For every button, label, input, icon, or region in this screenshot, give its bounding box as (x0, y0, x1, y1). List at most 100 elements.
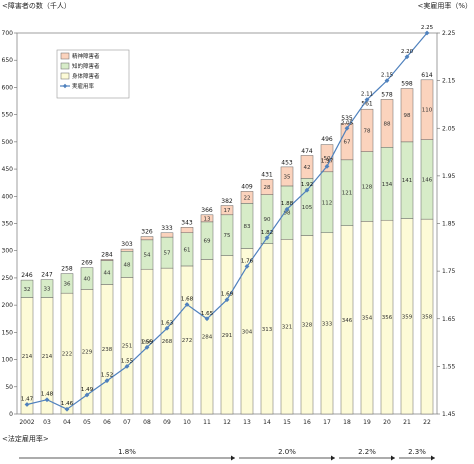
bar-value-label: 291 (222, 333, 233, 339)
category-label: 09 (163, 419, 171, 426)
rate-marker (244, 263, 250, 269)
rate-marker (184, 302, 190, 307)
bar-mental (380, 99, 394, 148)
bar-value-label: 33 (44, 287, 51, 293)
category-label: 19 (363, 419, 371, 426)
bar-value-label: 83 (244, 224, 251, 230)
bar-value-label: 134 (382, 182, 393, 188)
right-tick-label: 2.25 (442, 30, 456, 37)
left-tick-label: 400 (2, 193, 14, 200)
right-tick-label: 1.65 (442, 316, 456, 323)
bar-value-label: 304 (242, 329, 253, 335)
rate-marker (424, 30, 430, 36)
rate-label: 1.52 (101, 373, 113, 379)
bar-mental (320, 144, 334, 173)
legend-line-marker (62, 83, 68, 89)
rate-marker (324, 163, 330, 169)
bar-mental (200, 214, 214, 223)
bar-value-label: 88 (384, 121, 391, 127)
bar-value-label: 17 (224, 208, 231, 214)
category-label: 18 (343, 419, 351, 426)
rate-label: 2.11 (361, 92, 373, 98)
category-label: 12 (223, 419, 231, 426)
bar-mental (340, 123, 354, 161)
rate-label: 2.15 (381, 73, 394, 79)
legend-label: 身体障害者 (72, 72, 100, 80)
legend-label: 精神障害者 (72, 52, 100, 60)
bar-value-label: 48 (124, 262, 131, 268)
rate-label: 1.69 (221, 292, 234, 298)
category-label: 08 (143, 419, 151, 426)
bar-mental (160, 232, 174, 238)
total-label: 382 (221, 198, 233, 205)
category-label: 06 (103, 419, 111, 426)
right-tick-label: 1.45 (442, 411, 456, 418)
bar-value-label: 98 (284, 211, 291, 217)
legend-label: 知的障害者 (72, 62, 100, 70)
left-tick-label: 300 (2, 248, 14, 255)
category-label: 05 (83, 419, 91, 426)
rate-marker (404, 54, 410, 60)
total-label: 474 (301, 148, 313, 155)
bar-value-label: 54 (144, 253, 151, 259)
total-label: 246 (21, 272, 33, 279)
category-label: 20 (383, 419, 391, 426)
rate-label: 1.82 (261, 230, 273, 236)
bar-value-label: 36 (64, 281, 71, 287)
total-label: 326 (141, 229, 153, 236)
bar-value-label: 121 (342, 191, 353, 197)
bar-value-label: 141 (402, 178, 413, 184)
bar-value-label: 98 (404, 113, 411, 119)
left-tick-label: 650 (2, 57, 14, 64)
category-label: 16 (303, 419, 311, 426)
category-label: 22 (423, 419, 431, 426)
bar-value-label: 112 (322, 200, 333, 206)
bar-mental (360, 108, 374, 152)
total-label: 409 (241, 183, 253, 190)
rate-label: 1.63 (161, 320, 174, 326)
rate-marker (144, 344, 150, 350)
bar-value-label: 272 (182, 338, 193, 344)
left-tick-label: 500 (2, 139, 14, 146)
rate-marker (304, 187, 310, 193)
legend-swatch (60, 72, 70, 80)
right-tick-label: 1.95 (442, 173, 456, 180)
bar-value-label: 146 (422, 177, 433, 183)
category-label: 14 (263, 419, 271, 426)
right-tick-label: 1.55 (442, 363, 456, 370)
bar-mental (120, 248, 134, 252)
rate-label: 1.88 (281, 201, 294, 207)
rate-label: 1.47 (21, 396, 34, 402)
left-tick-label: 0 (9, 411, 13, 418)
rate-marker (384, 78, 390, 84)
left-tick-label: 50 (5, 384, 13, 391)
bar-mental (280, 166, 294, 187)
rate-marker (124, 363, 130, 369)
rate-label: 1.59 (141, 339, 154, 345)
bar-value-label: 67 (344, 140, 351, 146)
rate-label: 2.25 (421, 25, 434, 31)
bar-intellectual (20, 279, 34, 298)
total-label: 535 (341, 115, 353, 122)
bar-value-label: 75 (224, 233, 231, 239)
bar-mental (420, 79, 434, 140)
rate-marker (284, 206, 290, 212)
rate-label: 1.68 (181, 296, 194, 302)
left-tick-label: 100 (2, 357, 14, 364)
bar-value-label: 354 (362, 316, 373, 322)
rate-marker (24, 402, 30, 407)
bar-value-label: 32 (24, 287, 31, 293)
legal-rate-arrowhead (231, 455, 235, 461)
bar-mental (400, 88, 414, 143)
rate-marker (84, 392, 90, 398)
total-label: 303 (121, 241, 133, 248)
left-tick-label: 150 (2, 329, 14, 336)
bar-value-label: 61 (184, 247, 191, 253)
bar-value-label: 321 (282, 325, 293, 331)
rate-label: 1.49 (81, 387, 94, 393)
left-tick-label: 200 (2, 302, 14, 309)
bar-value-label: 313 (262, 327, 273, 333)
bar-intellectual (60, 273, 74, 294)
rate-label: 1.76 (241, 258, 254, 264)
total-label: 366 (201, 207, 213, 214)
